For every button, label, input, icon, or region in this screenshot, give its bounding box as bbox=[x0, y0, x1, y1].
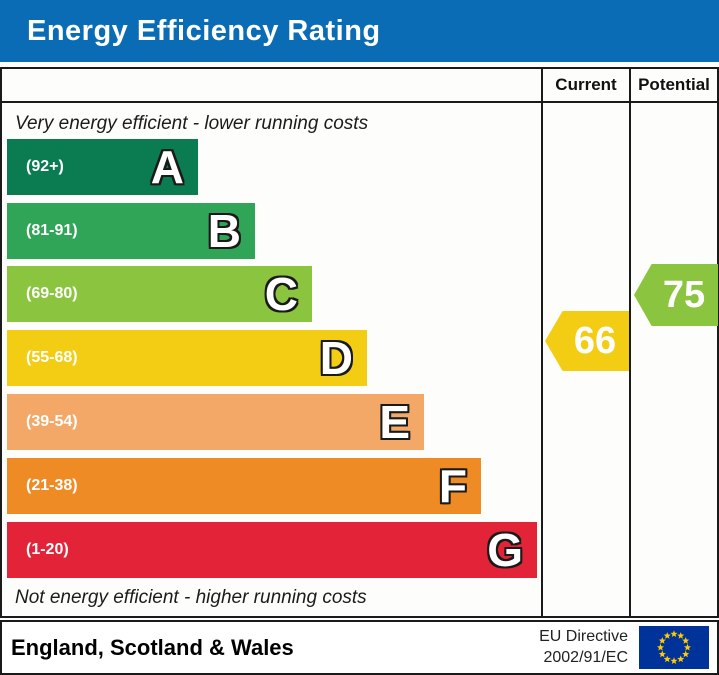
band-row-d: (55-68) D bbox=[7, 330, 367, 386]
table-header-row: Current Potential bbox=[2, 69, 717, 103]
band-letter-d: D bbox=[319, 332, 353, 384]
band-range-f: (21-38) bbox=[26, 477, 78, 494]
band-letter-c: C bbox=[264, 268, 298, 320]
band-row-g: (1-20) G bbox=[7, 522, 537, 578]
band-range-g: (1-20) bbox=[26, 541, 69, 558]
band-letter-b: B bbox=[207, 205, 241, 257]
current-rating-value: 66 bbox=[573, 319, 617, 362]
band-letter-g: G bbox=[487, 524, 523, 576]
current-column-divider bbox=[541, 69, 543, 616]
rating-table: Current Potential Very energy efficient … bbox=[0, 67, 719, 618]
potential-rating-indicator: 75 bbox=[634, 264, 718, 326]
header-banner: Energy Efficiency Rating bbox=[0, 0, 719, 62]
band-range-d: (55-68) bbox=[26, 349, 78, 366]
region-label: England, Scotland & Wales bbox=[11, 634, 294, 660]
band-range-b: (81-91) bbox=[26, 222, 78, 239]
caption-very-efficient: Very energy efficient - lower running co… bbox=[15, 113, 369, 134]
page-title: Energy Efficiency Rating bbox=[27, 15, 381, 47]
caption-not-efficient: Not energy efficient - higher running co… bbox=[15, 587, 367, 608]
band-range-c: (69-80) bbox=[26, 285, 78, 302]
band-letter-f: F bbox=[438, 460, 467, 512]
band-row-f: (21-38) F bbox=[7, 458, 481, 514]
band-row-c: (69-80) C bbox=[7, 266, 312, 322]
potential-rating-value: 75 bbox=[662, 273, 706, 316]
potential-column-divider bbox=[629, 69, 631, 616]
band-row-a: (92+) A bbox=[7, 139, 198, 195]
current-column-header: Current bbox=[555, 75, 617, 94]
potential-column-header: Potential bbox=[638, 75, 710, 94]
eu-flag-icon bbox=[639, 626, 709, 669]
band-letter-e: E bbox=[379, 396, 410, 448]
eu-directive-label: EU Directive 2002/91/EC bbox=[539, 627, 628, 666]
band-row-b: (81-91) B bbox=[7, 203, 255, 259]
footer-bar: England, Scotland & Wales EU Directive 2… bbox=[0, 620, 719, 675]
band-letter-a: A bbox=[150, 141, 184, 193]
band-range-a: (92+) bbox=[26, 158, 64, 175]
current-rating-indicator: 66 bbox=[545, 311, 629, 371]
band-row-e: (39-54) E bbox=[7, 394, 424, 450]
band-range-e: (39-54) bbox=[26, 413, 78, 430]
